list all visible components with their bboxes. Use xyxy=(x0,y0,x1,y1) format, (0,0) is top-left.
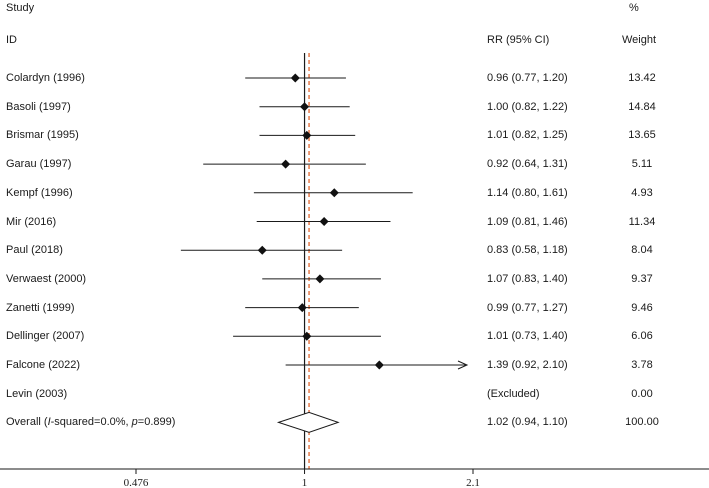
study-name: Dellinger (2007) xyxy=(6,330,85,343)
study-name: Basoli (1997) xyxy=(6,100,71,113)
study-name: Brismar (1995) xyxy=(6,129,79,142)
point-estimate xyxy=(302,130,312,140)
study-ci-text: 1.39 (0.92, 2.10) xyxy=(487,359,568,371)
study-weight: 5.11 xyxy=(631,158,653,171)
study-weight: 3.78 xyxy=(631,359,653,371)
study-ci-text: 1.01 (0.82, 1.25) xyxy=(487,129,568,142)
study-weight: 9.37 xyxy=(631,272,653,285)
study-name: Verwaest (2000) xyxy=(6,272,87,285)
study-weight: 9.46 xyxy=(631,301,653,314)
study-weight: 11.34 xyxy=(628,215,656,228)
point-estimate xyxy=(297,303,307,313)
study-weight: 4.93 xyxy=(631,186,653,199)
overall-weight: 100.00 xyxy=(625,416,659,429)
point-estimate xyxy=(302,331,312,341)
study-name: Colardyn (1996) xyxy=(6,72,85,84)
study-ci-text: 1.09 (0.81, 1.46) xyxy=(487,215,568,228)
point-estimate xyxy=(281,159,291,169)
point-estimate xyxy=(319,217,329,226)
study-ci-text: (Excluded) xyxy=(487,387,540,400)
study-name: Levin (2003) xyxy=(6,387,68,400)
study-name: Kempf (1996) xyxy=(6,186,73,199)
study-weight: 14.84 xyxy=(628,100,656,113)
point-estimate xyxy=(290,73,300,83)
study-name: Zanetti (1999) xyxy=(6,301,75,314)
point-estimate xyxy=(315,274,325,284)
header-study: Study xyxy=(6,2,35,14)
study-weight: 6.06 xyxy=(631,330,653,343)
study-ci-text: 1.00 (0.82, 1.22) xyxy=(487,100,568,113)
point-estimate xyxy=(300,102,310,112)
study-weight: 0.00 xyxy=(631,387,653,400)
header-rr-ci: RR (95% CI) xyxy=(487,34,550,46)
overall-diamond xyxy=(276,411,340,433)
header-percent: % xyxy=(629,2,639,14)
header-weight: Weight xyxy=(622,34,657,46)
x-tick-label: 1 xyxy=(302,477,308,488)
study-name: Falcone (2022) xyxy=(6,359,80,371)
study-name: Garau (1997) xyxy=(6,158,72,171)
point-estimate xyxy=(257,245,267,255)
study-name: Mir (2016) xyxy=(6,215,57,228)
point-estimate xyxy=(329,188,339,198)
study-ci-text: 1.01 (0.73, 1.40) xyxy=(487,330,568,343)
study-ci-text: 0.96 (0.77, 1.20) xyxy=(487,72,568,84)
study-name: Paul (2018) xyxy=(6,244,63,257)
study-weight: 13.65 xyxy=(628,129,656,142)
study-weight: 13.42 xyxy=(628,72,656,84)
study-ci-text: 1.14 (0.80, 1.61) xyxy=(487,186,568,199)
overall-ci-text: 1.02 (0.94, 1.10) xyxy=(487,416,568,429)
point-estimate xyxy=(374,360,384,370)
study-ci-text: 1.07 (0.83, 1.40) xyxy=(487,272,568,285)
x-tick-label: 2.1 xyxy=(466,477,480,488)
study-ci-text: 0.83 (0.58, 1.18) xyxy=(487,244,568,257)
study-ci-text: 0.99 (0.77, 1.27) xyxy=(487,301,568,314)
header-id: ID xyxy=(6,34,17,46)
x-tick-label: 0.476 xyxy=(124,477,149,488)
ci-arrow xyxy=(457,360,469,370)
study-ci-text: 0.92 (0.64, 1.31) xyxy=(487,158,568,171)
study-weight: 8.04 xyxy=(631,244,653,257)
overall-label: Overall (I-squared=0.0%, p=0.899) xyxy=(6,416,176,429)
